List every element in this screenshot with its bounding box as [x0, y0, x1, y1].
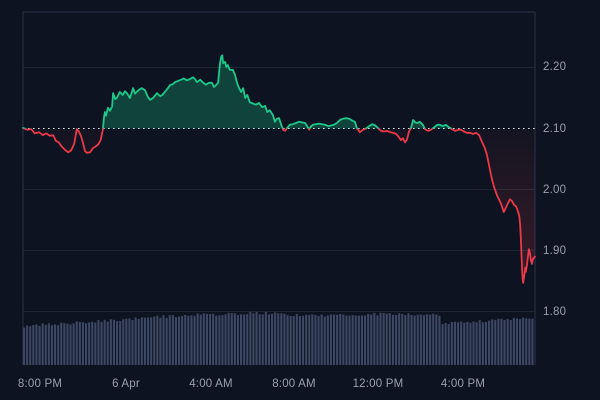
x-axis-tick-label: 8:00 AM: [272, 378, 316, 390]
x-axis-tick-label: 6 Apr: [112, 378, 140, 390]
x-axis-tick-label: 4:00 PM: [440, 378, 486, 390]
x-axis-tick-label: 12:00 PM: [352, 378, 404, 390]
y-axis-tick-label: 2.00: [543, 184, 567, 196]
y-axis-tick-label: 1.90: [543, 245, 567, 257]
x-axis-tick-label: 8:00 PM: [17, 378, 63, 390]
y-axis-tick-label: 2.20: [543, 61, 567, 73]
y-axis-tick-label: 2.10: [543, 123, 567, 135]
y-axis-tick-label: 1.80: [543, 306, 567, 318]
x-axis-tick-label: 4:00 AM: [189, 378, 233, 390]
